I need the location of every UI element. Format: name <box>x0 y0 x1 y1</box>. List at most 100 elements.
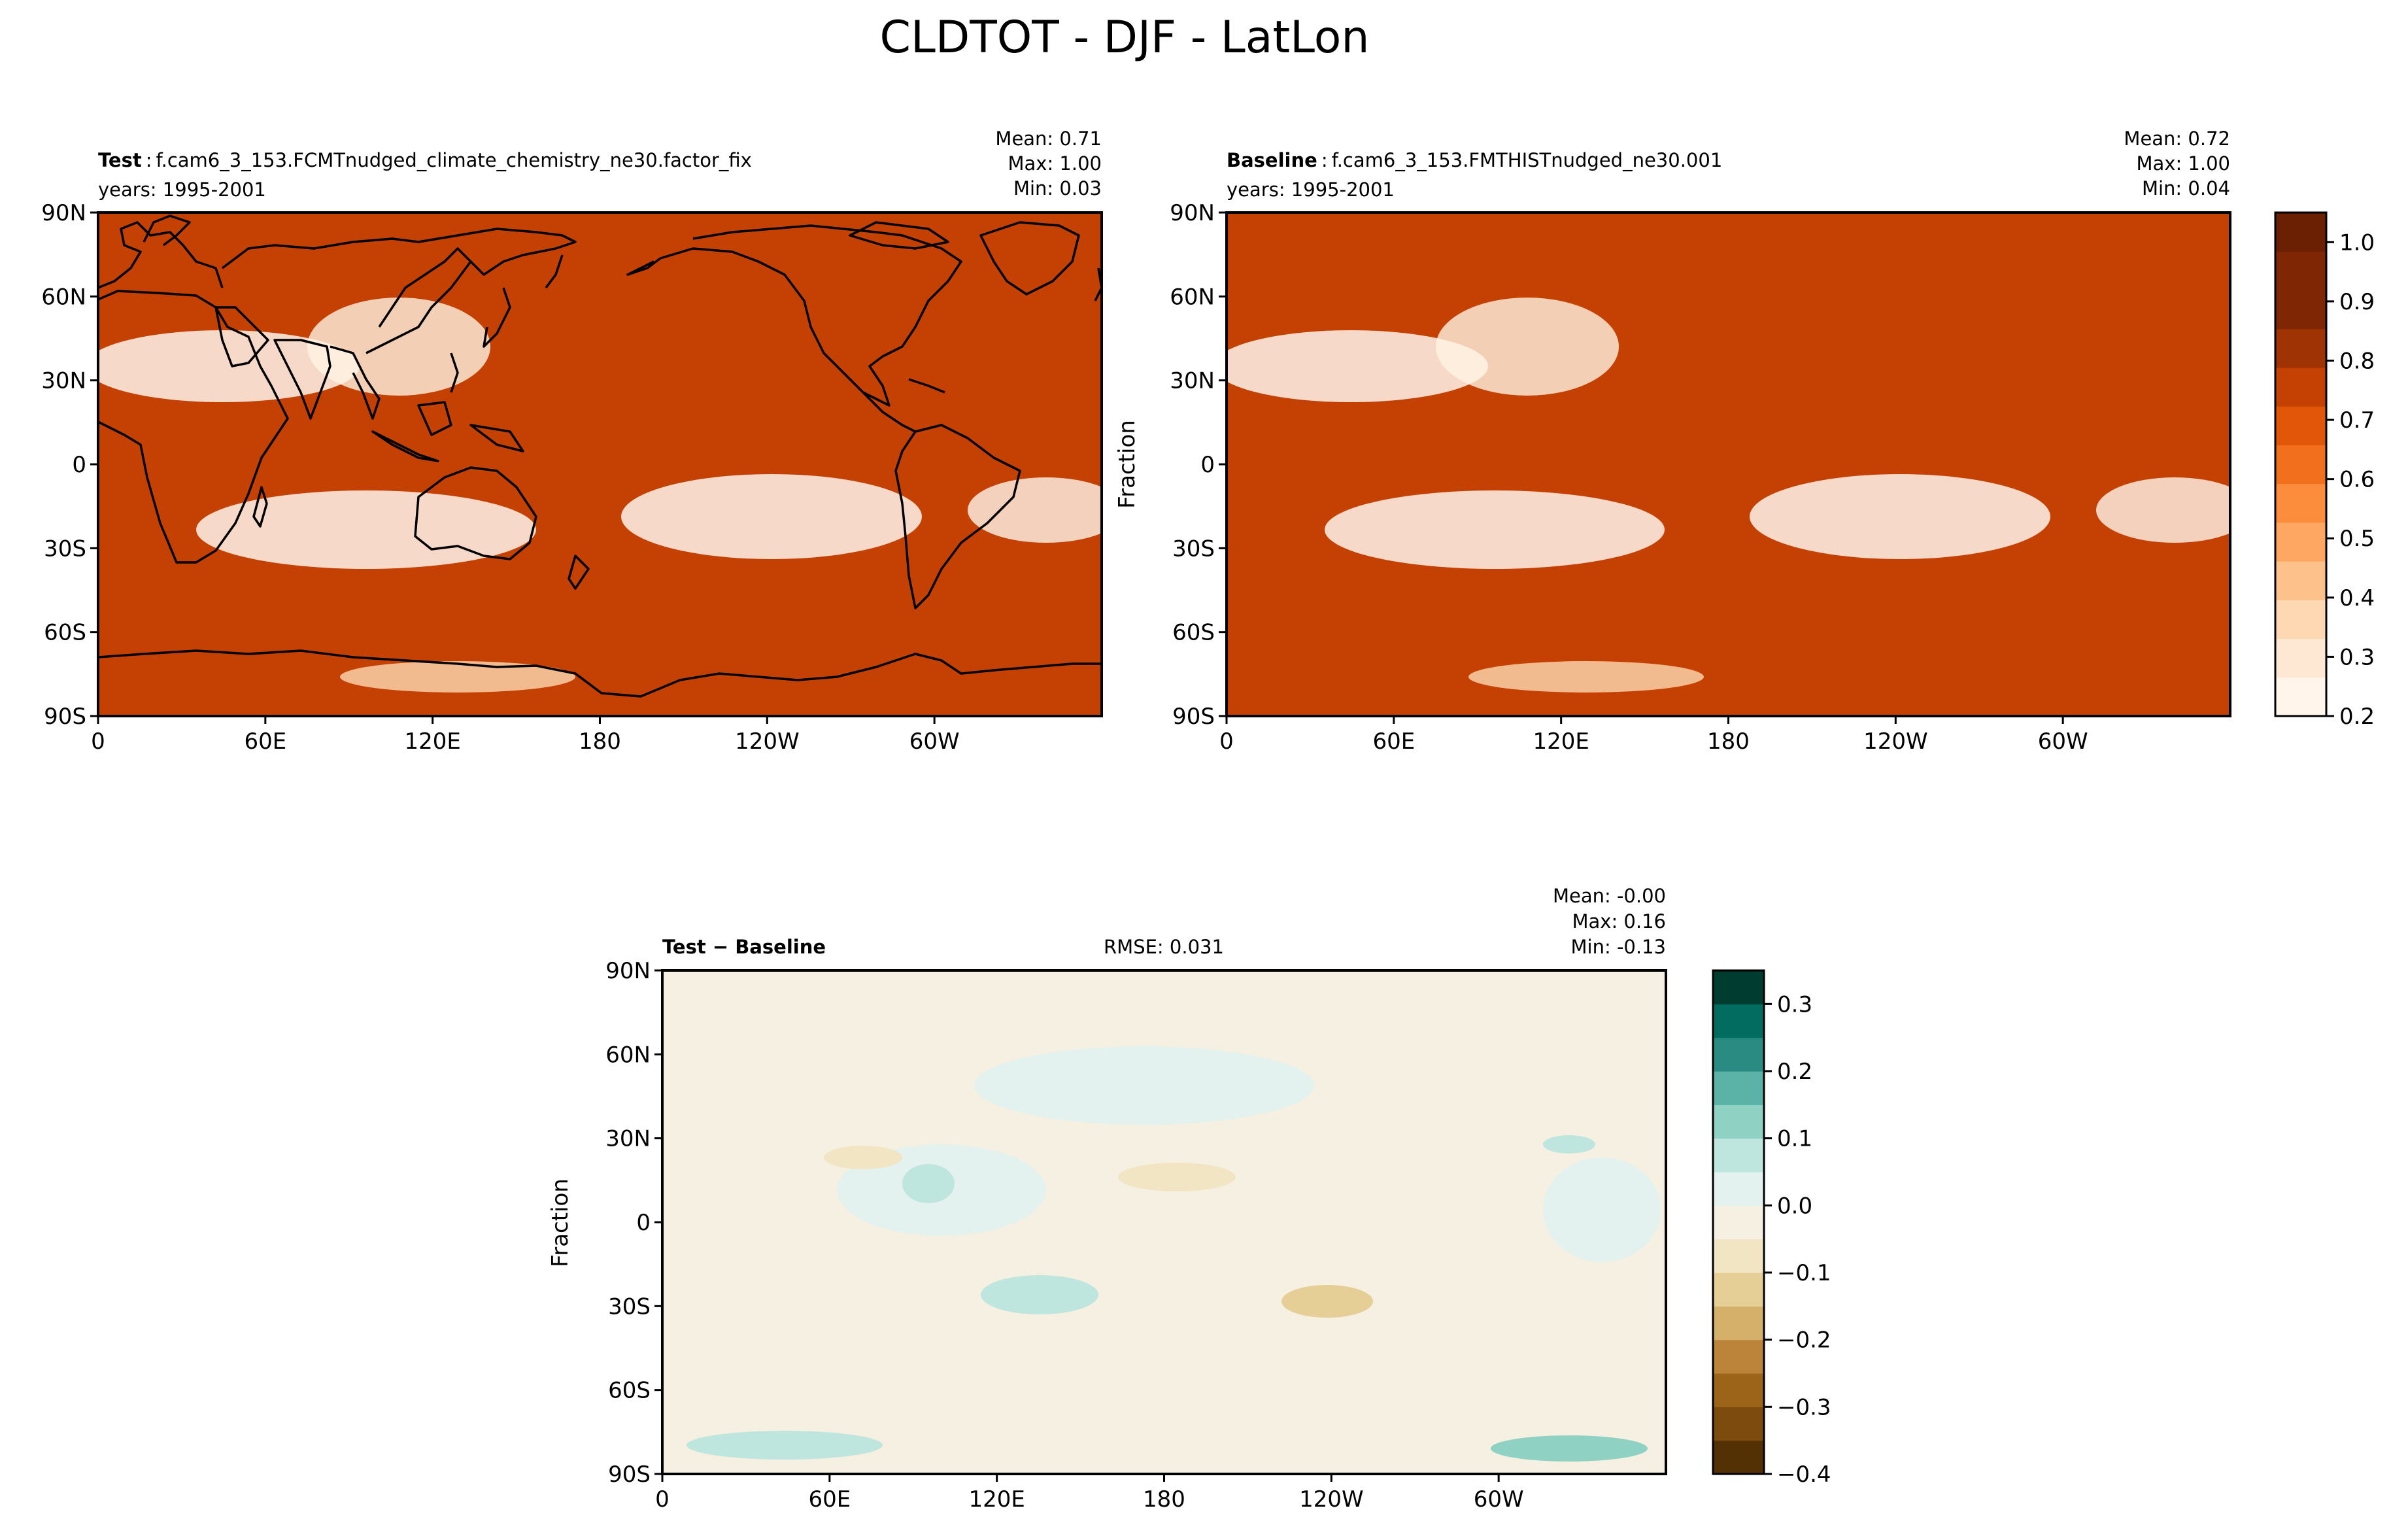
colorbar-tick-label: 1.0 <box>2339 230 2375 256</box>
colorbar-frame <box>1712 969 1765 1475</box>
baseline-panel-title: Baseline: f.cam6_3_153.FMTHISTnudged_ne30… <box>1227 149 1722 171</box>
diff-patch-southern-ocean <box>687 1431 883 1460</box>
baseline-panel: Baseline: f.cam6_3_153.FMTHISTnudged_ne30… <box>1114 128 2231 755</box>
colorbar-tick-label: 0.3 <box>1777 991 1812 1018</box>
colorbar-tick-label: 0.0 <box>1777 1193 1812 1219</box>
colorbar-segment <box>1713 1138 1764 1172</box>
colorbar-tick-label: 0.1 <box>1777 1126 1812 1152</box>
diff-ylabel: Fraction <box>547 1178 573 1267</box>
colorbar-segment <box>2275 483 2326 523</box>
test-clear-patch-antarctica <box>340 661 575 693</box>
colorbar-segment <box>1713 1004 1764 1038</box>
test-years: years: 1995-2001 <box>98 179 266 201</box>
diff-field <box>662 970 1666 1474</box>
baseline-clear-patch-south-atlantic <box>2096 477 2230 543</box>
diff-patch-greenland-sea <box>1543 1135 1595 1154</box>
baseline-y-ticks: 90N 60N 30N 0 30S 60S 90S <box>1170 200 1227 730</box>
diff-patch-north-pacific <box>974 1046 1314 1125</box>
diff-patch-tropical-pacific <box>1118 1163 1236 1191</box>
y-tick-label: 90N <box>605 958 651 984</box>
y-tick-label: 30N <box>1170 368 1215 394</box>
baseline-mean: Mean: 0.72 <box>2124 128 2230 150</box>
y-tick-label: 60S <box>44 620 86 646</box>
top-colorbar: 1.0 0.9 0.8 0.7 0.6 0.5 0.4 0.3 0.2 <box>2274 211 2375 730</box>
colorbar-tick-label: −0.4 <box>1777 1462 1831 1488</box>
colorbar-tick-label: −0.1 <box>1777 1260 1831 1286</box>
baseline-years: years: 1995-2001 <box>1227 179 1395 201</box>
colorbar-tick-label: 0.9 <box>2339 289 2375 315</box>
diff-patch-arabia <box>824 1146 902 1169</box>
baseline-label: Baseline <box>1227 149 1317 171</box>
colorbar-tick-label: 0.5 <box>2339 526 2375 552</box>
test-clear-patch-indian-ocean <box>196 490 536 569</box>
colorbar-segment <box>2275 213 2326 252</box>
colorbar-segment <box>2275 406 2326 445</box>
colorbar-segment <box>1713 1205 1764 1240</box>
test-x-ticks: 0 60E 120E 180 120W 60W <box>91 716 960 755</box>
x-tick-label: 180 <box>1707 728 1750 755</box>
diff-y-ticks: 90N 60N 30N 0 30S 60S 90S <box>605 958 662 1488</box>
colorbar-tick-label: 0.8 <box>2339 348 2375 374</box>
test-clear-patch-sahara <box>98 330 360 402</box>
diff-label: Test − Baseline <box>662 936 826 958</box>
diff-colorbar: 0.3 0.2 0.1 0.0 −0.1 −0.2 −0.3 −0.4 <box>1712 969 1831 1488</box>
colorbar-segment <box>1713 1339 1764 1374</box>
x-tick-label: 60W <box>2038 728 2088 755</box>
colorbar-segment <box>1713 970 1764 1004</box>
baseline-clear-patch-asia <box>1436 298 1619 396</box>
x-tick-label: 60W <box>909 728 960 755</box>
y-tick-label: 30S <box>1172 536 1215 562</box>
baseline-label-sep: : <box>1321 149 1328 171</box>
baseline-max: Max: 1.00 <box>2136 152 2230 175</box>
test-label: Test <box>98 149 142 171</box>
baseline-x-ticks: 0 60E 120E 180 120W 60W <box>1219 716 2088 755</box>
test-clear-patch-south-atlantic <box>968 477 1102 543</box>
y-tick-label: 90S <box>44 704 86 730</box>
y-tick-label: 30S <box>44 536 86 562</box>
x-tick-label: 120W <box>1299 1486 1364 1513</box>
y-tick-label: 60N <box>41 284 86 310</box>
x-tick-label: 180 <box>1143 1486 1185 1513</box>
test-case-name: f.cam6_3_153.FCMTnudged_climate_chemistr… <box>156 149 752 171</box>
colorbar-segment <box>2275 251 2326 291</box>
x-tick-label: 0 <box>655 1486 670 1513</box>
y-tick-label: 0 <box>1200 452 1215 478</box>
test-panel: Test: f.cam6_3_153.FCMTnudged_climate_che… <box>41 128 1103 755</box>
diff-patch-south-pacific <box>1281 1285 1373 1318</box>
y-tick-label: 30N <box>41 368 86 394</box>
x-tick-label: 60E <box>808 1486 851 1513</box>
colorbar-segment <box>1713 1407 1764 1441</box>
diff-rmse: RMSE: 0.031 <box>1104 936 1224 958</box>
test-min: Min: 0.03 <box>1013 177 1102 199</box>
test-label-sep: : <box>146 149 152 171</box>
y-tick-label: 60N <box>1170 284 1215 310</box>
diff-patch-antarctic-east <box>1491 1435 1648 1462</box>
baseline-clear-patch-indian-ocean <box>1325 490 1665 569</box>
colorbar-segment <box>2275 638 2326 678</box>
colorbar-frame <box>2274 211 2328 717</box>
baseline-clear-patch-antarctica <box>1468 661 1704 693</box>
y-tick-label: 0 <box>72 452 86 478</box>
y-tick-label: 30N <box>605 1126 651 1152</box>
y-tick-label: 30S <box>608 1293 651 1320</box>
colorbar-tick-label: 0.2 <box>1777 1059 1812 1085</box>
figure-title: CLDTOT - DJF - LatLon <box>880 12 1370 63</box>
colorbar-segment <box>2275 367 2326 407</box>
x-tick-label: 120E <box>404 728 460 755</box>
test-field <box>98 213 1102 716</box>
colorbar-segment <box>2275 290 2326 330</box>
y-tick-label: 90S <box>608 1462 651 1488</box>
colorbar-segment <box>2275 328 2326 368</box>
diff-patch-atlantic <box>1543 1157 1661 1262</box>
baseline-patches <box>1227 298 2230 693</box>
y-tick-label: 90S <box>1172 704 1215 730</box>
colorbar-tick-label: −0.3 <box>1777 1394 1831 1420</box>
diff-patch-indonesia <box>902 1164 955 1203</box>
diff-max: Max: 0.16 <box>1572 910 1666 933</box>
y-tick-label: 60N <box>605 1042 651 1068</box>
diff-mean: Mean: -0.00 <box>1553 885 1666 907</box>
test-panel-title: Test: f.cam6_3_153.FCMTnudged_climate_che… <box>98 149 752 171</box>
colorbar-tick-label: 0.4 <box>2339 585 2375 611</box>
colorbar-segment <box>2275 600 2326 640</box>
